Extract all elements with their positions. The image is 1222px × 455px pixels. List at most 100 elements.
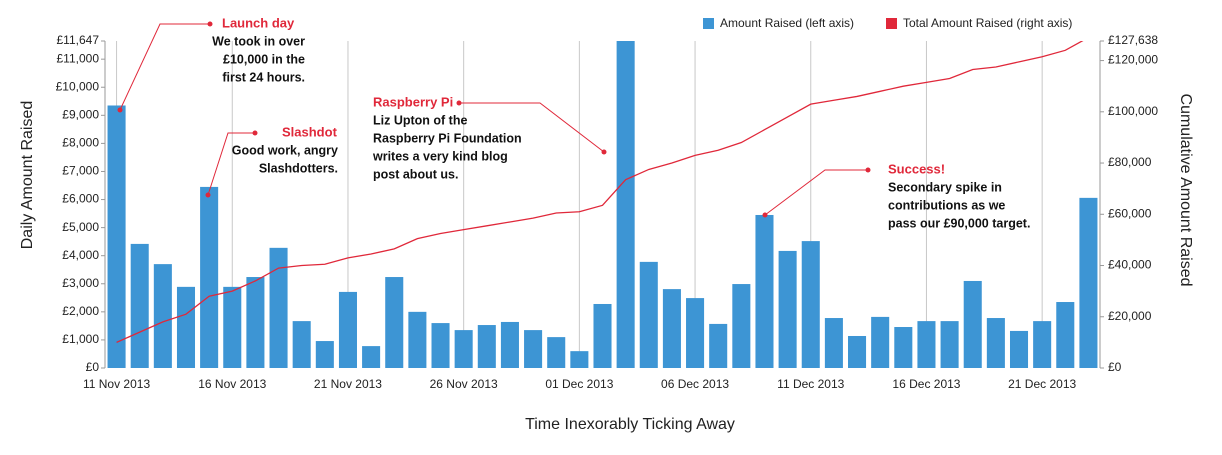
annotation-text: Liz Upton of the xyxy=(373,113,467,127)
annotation-text: We took in over xyxy=(212,34,305,48)
annotation-title: Slashdot xyxy=(282,124,338,139)
bar xyxy=(871,316,890,368)
bar xyxy=(963,280,982,368)
y-tick-label: £5,000 xyxy=(62,220,99,234)
bar xyxy=(894,327,913,368)
annotation-dot xyxy=(252,130,258,136)
bar xyxy=(547,337,566,368)
bar xyxy=(732,284,751,368)
y2-axis-title: Cumulative Amount Raised xyxy=(1177,94,1194,287)
x-tick-label: 06 Dec 2013 xyxy=(661,377,729,391)
y-tick-label: £8,000 xyxy=(62,136,99,150)
bar xyxy=(1056,302,1075,368)
y2-tick-label: £80,000 xyxy=(1108,155,1152,169)
x-axis-title: Time Inexorably Ticking Away xyxy=(525,416,735,433)
bar xyxy=(570,351,589,368)
bar xyxy=(593,303,612,368)
bar xyxy=(778,250,797,368)
annotation-text: contributions as we xyxy=(888,198,1005,212)
bar xyxy=(848,335,867,368)
y2-tick-label: £100,000 xyxy=(1108,104,1158,118)
bar xyxy=(385,277,404,368)
bar xyxy=(1033,321,1052,368)
bar xyxy=(986,318,1005,368)
annotation-text: writes a very kind blog xyxy=(372,149,508,163)
annotation-text: £10,000 in the xyxy=(223,52,305,66)
bar xyxy=(824,318,843,368)
annotation-dot xyxy=(601,149,607,155)
x-tick-label: 01 Dec 2013 xyxy=(545,377,613,391)
bar xyxy=(662,289,681,368)
y2-tick-label: £20,000 xyxy=(1108,309,1152,323)
bar xyxy=(524,330,543,368)
annotation-leader xyxy=(119,23,210,111)
y-tick-label: £0 xyxy=(86,360,100,374)
legend-swatch xyxy=(886,18,897,29)
y-tick-label: £3,000 xyxy=(62,276,99,290)
annotation-text: pass our £90,000 target. xyxy=(888,216,1030,230)
y-tick-label: £1,000 xyxy=(62,332,99,346)
y2-tick-label: £60,000 xyxy=(1108,206,1152,220)
annotation-leader xyxy=(764,169,868,216)
y-tick-label: £11,647 xyxy=(57,33,100,47)
annotation-text: Secondary spike in xyxy=(888,180,1002,194)
annotation-dot xyxy=(762,212,768,218)
cumulative-line xyxy=(116,41,1084,343)
bar xyxy=(176,286,196,368)
bar xyxy=(616,41,635,368)
annotation-dot xyxy=(205,192,211,198)
bar xyxy=(709,323,728,368)
x-tick-label: 21 Dec 2013 xyxy=(1008,377,1076,391)
y2-tick-label: £0 xyxy=(1108,360,1122,374)
bar xyxy=(246,277,265,368)
bar xyxy=(223,286,242,368)
annotation-title: Success! xyxy=(888,161,945,176)
y2-tick-label: £127,638 xyxy=(1108,33,1158,47)
x-tick-label: 26 Nov 2013 xyxy=(430,377,498,391)
y-tick-label: £9,000 xyxy=(62,107,99,121)
bar xyxy=(500,321,519,368)
bar xyxy=(200,186,219,368)
x-tick-label: 11 Nov 2013 xyxy=(83,377,150,391)
y2-tick-label: £40,000 xyxy=(1108,258,1152,272)
bar xyxy=(639,261,658,368)
bar xyxy=(292,321,311,368)
bar xyxy=(431,323,450,368)
bar xyxy=(315,341,334,368)
annotation-dot xyxy=(865,167,871,173)
y-tick-label: £2,000 xyxy=(62,304,99,318)
bar xyxy=(454,330,473,368)
annotation-title: Raspberry Pi xyxy=(373,94,453,109)
y-tick-label: £6,000 xyxy=(62,192,99,206)
y-tick-label: £4,000 xyxy=(62,248,99,262)
bar xyxy=(940,321,959,368)
bar xyxy=(269,247,288,368)
x-tick-label: 16 Nov 2013 xyxy=(198,377,266,391)
annotation-text: Raspberry Pi Foundation xyxy=(373,131,522,145)
annotation-dot xyxy=(456,100,462,106)
annotation-dot xyxy=(117,107,123,113)
annotation-title: Launch day xyxy=(222,15,295,30)
plot-area xyxy=(107,41,1098,368)
legend-label: Amount Raised (left axis) xyxy=(720,16,854,30)
legend-label: Total Amount Raised (right axis) xyxy=(903,16,1072,30)
y2-tick-label: £120,000 xyxy=(1108,53,1158,67)
annotation-text: post about us. xyxy=(373,167,458,181)
x-tick-label: 21 Nov 2013 xyxy=(314,377,382,391)
y-tick-label: £10,000 xyxy=(56,79,100,93)
bar xyxy=(477,325,496,368)
bar xyxy=(686,298,705,368)
bar xyxy=(153,264,172,368)
legend-swatch xyxy=(703,18,714,29)
bar xyxy=(408,311,427,368)
annotation-dot xyxy=(207,21,213,27)
bar xyxy=(1079,197,1098,368)
y-axis-title: Daily Amount Raised xyxy=(19,101,36,250)
bar xyxy=(362,346,381,368)
x-tick-label: 16 Dec 2013 xyxy=(892,377,960,391)
bar xyxy=(107,105,126,368)
bar xyxy=(1009,330,1029,368)
bar xyxy=(755,214,774,368)
bar xyxy=(917,321,936,368)
